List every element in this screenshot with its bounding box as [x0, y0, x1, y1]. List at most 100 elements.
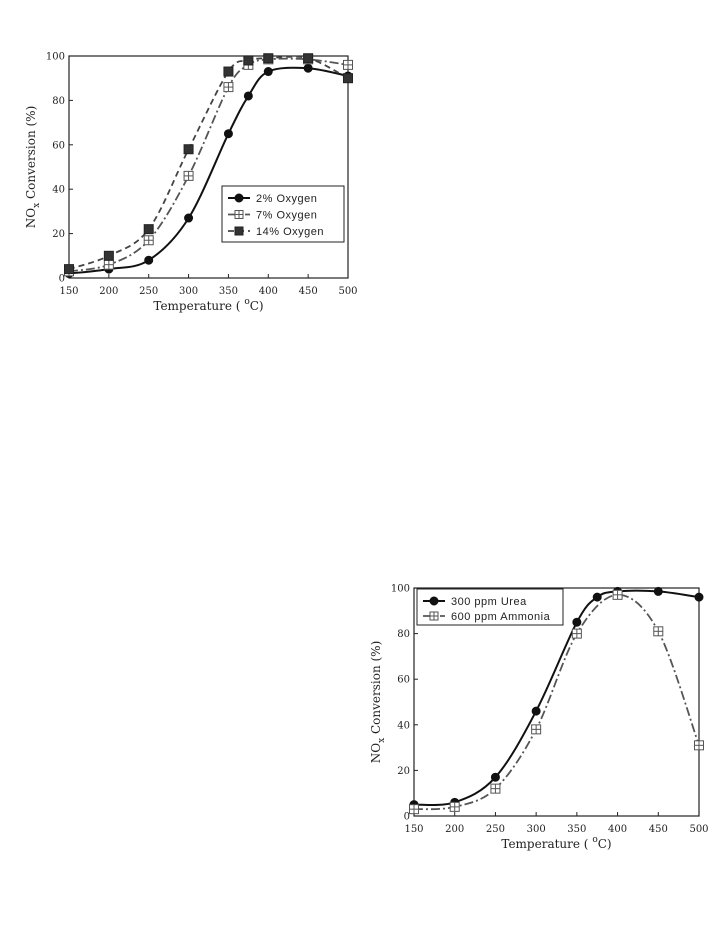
- y-axis-title-prefix: NO: [24, 208, 38, 229]
- legend-label: 7% Oxygen: [256, 210, 317, 222]
- plot-frame: [413, 587, 700, 817]
- legend-marker: [234, 226, 244, 236]
- y-tick-label: 40: [397, 720, 410, 731]
- plot-frame: [68, 55, 349, 279]
- data-point: [343, 59, 353, 70]
- x-tick-label: 500: [689, 824, 708, 835]
- x-tick-label: 400: [608, 824, 627, 835]
- legend-label: 600 ppm Ammonia: [451, 611, 551, 623]
- y-tick-label: 80: [397, 629, 410, 640]
- x-tick-label: 400: [259, 286, 278, 297]
- data-point: [243, 91, 253, 101]
- legend-box: [416, 588, 564, 626]
- series-2: [64, 53, 353, 275]
- x-axis-title-prefix: Temperature (: [501, 837, 592, 851]
- data-point: [531, 706, 541, 716]
- data-point: [490, 772, 500, 782]
- data-point: [612, 589, 623, 600]
- data-point: [144, 255, 154, 265]
- legend-marker: [234, 193, 244, 203]
- x-tick-label: 250: [139, 286, 158, 297]
- data-point: [143, 224, 154, 235]
- legend-label: 14% Oxygen: [256, 226, 324, 238]
- data-point: [653, 586, 663, 596]
- data-point: [303, 63, 313, 73]
- legend-label: 2% Oxygen: [256, 193, 317, 205]
- data-point: [263, 53, 274, 64]
- x-tick-label: 150: [59, 286, 78, 297]
- x-tick-label: 200: [99, 286, 118, 297]
- series-0: [409, 586, 704, 810]
- series-line: [69, 66, 349, 275]
- data-point: [243, 55, 254, 66]
- data-point: [103, 250, 114, 261]
- y-axis-title: NOx Conversion (%): [369, 641, 387, 764]
- data-point: [694, 740, 704, 751]
- data-point: [571, 628, 582, 639]
- y-tick-label: 20: [52, 229, 65, 240]
- x-tick-label: 450: [299, 286, 318, 297]
- data-point: [653, 626, 664, 637]
- x-tick-label: 350: [219, 286, 238, 297]
- x-tick-label: 500: [338, 286, 357, 297]
- series-line: [69, 55, 349, 270]
- data-point: [303, 53, 314, 64]
- legend-marker: [429, 596, 439, 606]
- y-tick-label: 60: [52, 140, 65, 151]
- y-axis-title-prefix: NO: [369, 743, 383, 764]
- data-point: [223, 66, 234, 77]
- x-tick-label: 250: [486, 824, 505, 835]
- legend-marker: [429, 611, 439, 621]
- data-point: [592, 592, 602, 602]
- series-1: [409, 589, 704, 815]
- data-point: [449, 801, 460, 812]
- y-tick-label: 40: [52, 185, 65, 196]
- x-axis-title-suffix: C): [250, 299, 264, 313]
- data-point: [490, 783, 501, 794]
- y-tick-label: 80: [52, 96, 65, 107]
- x-axis-title-sup: o: [244, 297, 249, 307]
- x-tick-label: 200: [445, 824, 464, 835]
- data-point: [103, 259, 114, 270]
- x-axis-title-suffix: C): [598, 837, 612, 851]
- y-axis-title-suffix: Conversion (%): [369, 641, 383, 738]
- y-tick-label: 20: [397, 766, 410, 777]
- data-point: [184, 213, 194, 223]
- y-tick-label: 0: [404, 812, 410, 823]
- y-axis-title: NOx Conversion (%): [24, 106, 42, 229]
- data-point: [572, 617, 582, 627]
- x-axis-title: Temperature ( oC): [501, 835, 611, 851]
- y-tick-label: 0: [59, 274, 65, 285]
- x-axis-title: Temperature ( oC): [153, 297, 263, 313]
- data-point: [183, 170, 194, 181]
- legend-label: 300 ppm Urea: [451, 596, 527, 608]
- data-point: [183, 144, 194, 155]
- y-axis-title-suffix: Conversion (%): [24, 106, 38, 203]
- x-tick-label: 450: [649, 824, 668, 835]
- x-axis-title-sup: o: [592, 835, 597, 845]
- data-point: [531, 724, 542, 735]
- data-point: [263, 67, 273, 77]
- y-tick-label: 100: [46, 52, 65, 63]
- y-tick-label: 100: [391, 584, 410, 595]
- x-tick-label: 350: [567, 824, 586, 835]
- data-point: [223, 82, 234, 93]
- x-tick-label: 300: [179, 286, 198, 297]
- x-axis-title-prefix: Temperature (: [153, 299, 244, 313]
- series-0: [64, 63, 353, 279]
- data-point: [143, 235, 154, 246]
- y-axis-title-sub: x: [32, 203, 42, 208]
- legend: 300 ppm Urea 600 ppm Ammonia: [416, 588, 564, 626]
- legend: 2% Oxygen 7% Oxygen 14% Oxygen: [221, 185, 345, 243]
- y-tick-label: 60: [397, 675, 410, 686]
- data-point: [409, 804, 419, 815]
- y-axis-title-sub: x: [377, 738, 387, 743]
- data-point: [343, 73, 353, 84]
- x-tick-label: 300: [527, 824, 546, 835]
- series-1: [64, 54, 353, 277]
- data-point: [223, 129, 233, 139]
- x-tick-label: 150: [404, 824, 423, 835]
- chart-urea-ammonia: 150 200 250 300 350 400 450 500 0 20 40 60 80 100 Temp…: [369, 584, 709, 852]
